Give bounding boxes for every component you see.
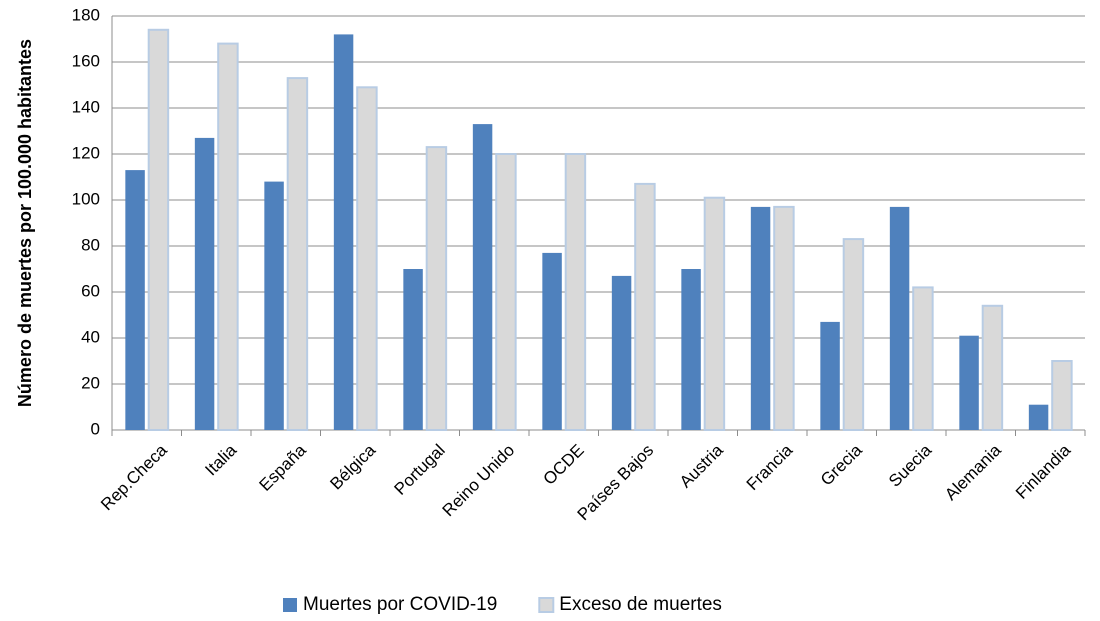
bar <box>425 146 448 431</box>
legend-swatch <box>538 597 555 613</box>
bar <box>125 170 145 430</box>
bar <box>842 238 865 431</box>
y-tick-label: 120 <box>72 143 100 162</box>
y-tick-label: 0 <box>91 419 100 438</box>
bar <box>959 335 979 430</box>
legend-label: Muertes por COVID-19 <box>303 594 497 615</box>
bar <box>1028 404 1049 430</box>
legend-label: Exceso de muertes <box>559 594 722 615</box>
x-tick-label: Austria <box>676 440 727 491</box>
y-tick-label: 80 <box>81 235 100 254</box>
x-tick-label: Alemania <box>941 440 1005 504</box>
bar <box>889 206 910 430</box>
bar <box>1051 360 1073 431</box>
x-tick-label: Bélgica <box>326 440 379 493</box>
bar <box>472 124 493 430</box>
bar <box>147 28 170 432</box>
x-tick-label: Reino Unido <box>439 441 519 521</box>
bar <box>333 34 354 431</box>
bar <box>634 182 656 431</box>
y-tick-label: 60 <box>81 281 100 300</box>
x-tick-label: Suecia <box>885 440 936 491</box>
bar <box>194 137 215 430</box>
y-tick-label: 180 <box>72 5 100 24</box>
bar <box>564 153 587 431</box>
y-tick-label: 140 <box>72 97 100 116</box>
bar <box>703 196 726 431</box>
x-tick-label: Francia <box>743 440 797 494</box>
bar <box>820 321 840 430</box>
bar <box>217 42 239 431</box>
x-tick-label: Rep.Checa <box>97 440 171 514</box>
bar <box>495 153 517 431</box>
x-tick-label: Finlandia <box>1012 440 1075 503</box>
bar <box>681 269 701 430</box>
y-axis-label: Número de muertes por 100.000 habitantes <box>15 39 35 407</box>
x-tick-label: OCDE <box>540 441 588 489</box>
y-tick-label: 40 <box>81 327 100 346</box>
bar <box>264 181 284 430</box>
y-tick-label: 20 <box>81 373 100 392</box>
bar <box>286 77 309 431</box>
bar <box>356 86 378 432</box>
bar <box>611 275 632 430</box>
bar <box>403 269 423 430</box>
bar <box>912 286 934 431</box>
y-tick-label: 100 <box>72 189 100 208</box>
x-tick-label: Italia <box>201 440 240 479</box>
legend-swatch <box>283 598 297 612</box>
bar <box>542 252 562 430</box>
x-tick-label: Grecia <box>817 440 866 489</box>
bar <box>773 205 795 431</box>
y-tick-label: 160 <box>72 51 100 70</box>
bar <box>750 206 771 430</box>
bar <box>981 304 1004 431</box>
x-tick-label: Portugal <box>391 441 449 499</box>
x-tick-label: España <box>256 440 311 495</box>
